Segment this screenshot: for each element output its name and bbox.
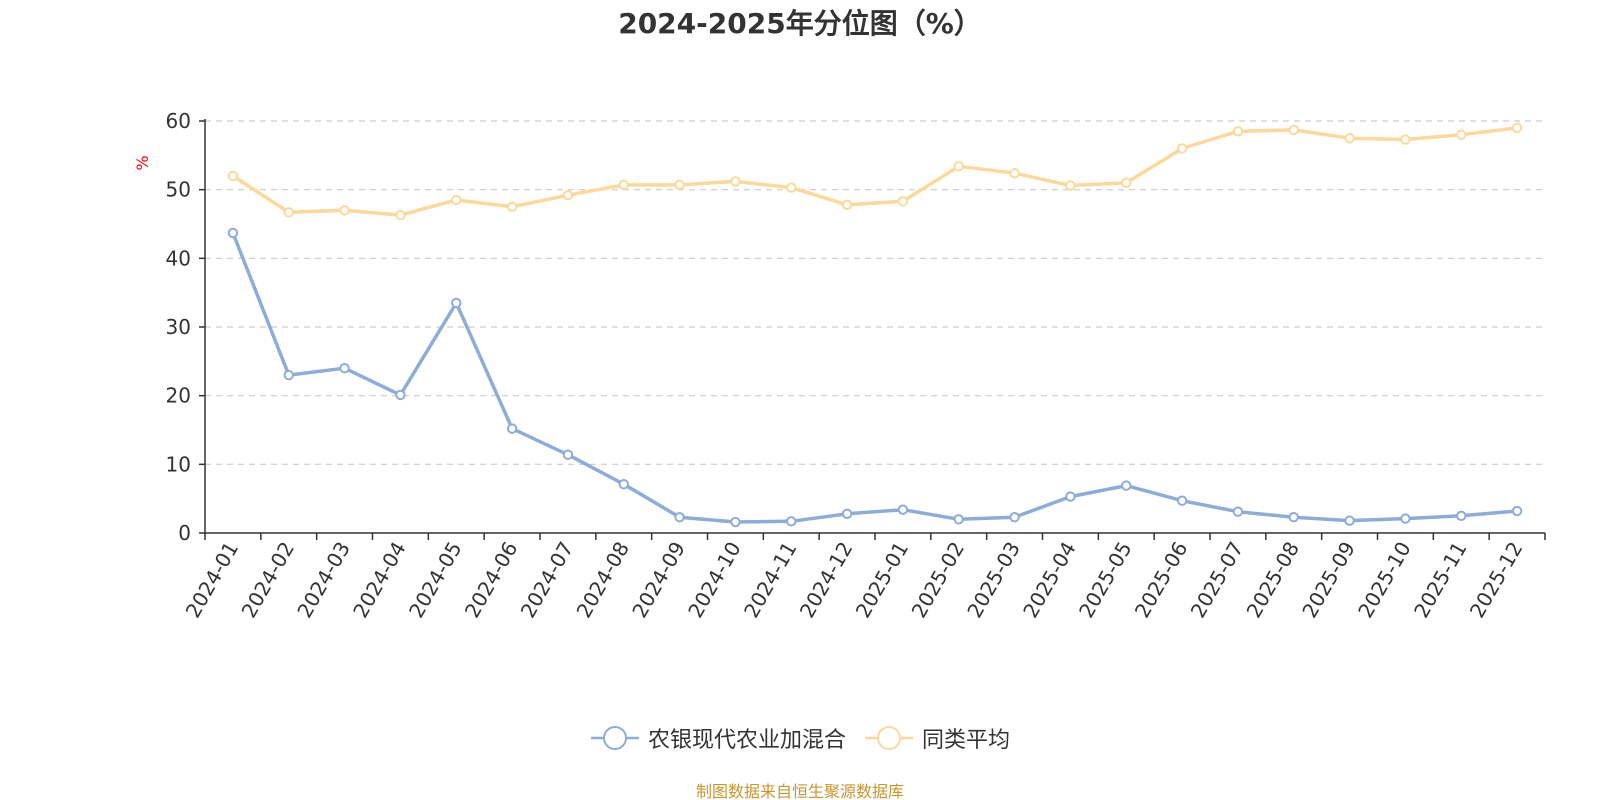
data-point-series-2 <box>730 176 741 187</box>
data-point-series-2 <box>953 161 964 172</box>
x-tick-label: 2024-10 <box>683 538 746 622</box>
data-point-series-2 <box>1176 143 1188 154</box>
data-point-series-2 <box>1232 126 1244 137</box>
legend-item-1[interactable]: 农银现代农业加混合 <box>590 722 846 754</box>
data-point-series-1 <box>227 227 239 239</box>
data-point-series-1 <box>674 512 685 523</box>
x-tick-label: 2024-02 <box>237 538 300 622</box>
y-tick-label: 30 <box>166 315 191 339</box>
data-point-series-2 <box>283 207 294 218</box>
grid-layer <box>205 120 1545 465</box>
data-point-series-1 <box>1288 512 1299 523</box>
data-point-series-1 <box>451 297 462 309</box>
data-point-series-2 <box>1400 134 1411 145</box>
x-tick-label: 2025-06 <box>1130 538 1193 622</box>
data-point-series-2 <box>897 196 909 207</box>
data-point-series-2 <box>227 170 239 182</box>
data-point-series-2 <box>506 201 518 213</box>
x-tick-label: 2025-05 <box>1074 538 1137 622</box>
data-point-series-2 <box>1511 122 1523 134</box>
data-point-series-2 <box>618 179 629 191</box>
legend-symbol-icon <box>865 726 913 750</box>
x-tick-label: 2024-01 <box>181 538 244 622</box>
data-point-series-1 <box>1344 515 1355 526</box>
data-point-series-1 <box>841 508 853 519</box>
y-tick-label: 10 <box>166 452 191 476</box>
data-point-series-1 <box>1121 480 1132 491</box>
data-point-series-1 <box>283 369 294 381</box>
x-tick-label: 2025-10 <box>1353 538 1416 622</box>
data-point-series-2 <box>1344 132 1355 144</box>
data-point-series-2 <box>786 182 797 193</box>
data-point-series-2 <box>395 209 406 221</box>
data-point-series-1 <box>339 363 350 374</box>
x-tick-label: 2024-08 <box>572 538 635 622</box>
y-tick-label: 0 <box>178 521 191 545</box>
x-tick-label: 2025-12 <box>1465 538 1528 622</box>
y-tick-label: 60 <box>166 109 191 133</box>
data-point-series-1 <box>506 423 518 434</box>
legend-symbol-icon <box>590 726 639 750</box>
data-point-series-2 <box>451 194 462 206</box>
x-tick-label: 2024-09 <box>627 538 690 622</box>
series-layer <box>227 122 1523 528</box>
data-point-series-1 <box>618 479 629 490</box>
legend-item-2[interactable]: 同类平均 <box>864 722 1010 754</box>
x-tick-label: 2024-04 <box>348 538 411 622</box>
data-point-series-1 <box>562 449 574 460</box>
x-tick-label: 2025-02 <box>907 538 970 622</box>
data-point-series-2 <box>674 179 685 191</box>
data-point-series-1 <box>786 516 797 527</box>
y-tick-label: 40 <box>166 246 191 270</box>
data-point-series-2 <box>1121 177 1132 189</box>
x-tick-label: 2025-03 <box>962 537 1025 621</box>
data-point-series-1 <box>953 514 964 525</box>
data-point-series-2 <box>1456 129 1467 140</box>
data-point-series-1 <box>897 504 909 515</box>
x-tick-label: 2025-11 <box>1409 538 1472 622</box>
legend-label: 农银现代农业加混合 <box>647 728 846 753</box>
data-point-series-1 <box>1065 491 1076 502</box>
data-point-series-1 <box>1456 510 1467 522</box>
data-point-series-1 <box>730 516 741 528</box>
x-tick-label: 2025-08 <box>1242 538 1305 622</box>
chart-title: 2024-2025年分位图（%） <box>618 7 982 40</box>
data-point-series-1 <box>1400 513 1411 524</box>
x-tick-label: 2024-05 <box>404 538 467 622</box>
source-note: 制图数据来自恒生聚源数据库 <box>695 782 904 800</box>
x-tick-label: 2024-07 <box>516 538 579 622</box>
legend-label: 同类平均 <box>922 728 1011 753</box>
data-point-series-2 <box>339 205 350 216</box>
data-point-series-2 <box>1065 180 1076 191</box>
data-point-series-1 <box>1176 495 1188 506</box>
series-line-2 <box>231 126 1519 217</box>
series-line-1 <box>231 231 1519 524</box>
data-point-series-1 <box>395 389 406 401</box>
x-tick-label: 2025-07 <box>1186 538 1249 622</box>
data-point-series-2 <box>562 189 574 201</box>
data-point-series-1 <box>1511 505 1523 517</box>
x-tick-label: 2024-03 <box>292 538 355 622</box>
y-tick-label: 20 <box>166 384 191 408</box>
data-point-series-1 <box>1232 506 1244 517</box>
data-point-series-2 <box>841 199 853 210</box>
data-point-series-1 <box>1009 512 1020 523</box>
data-point-series-2 <box>1288 124 1299 136</box>
x-tick-label: 2025-09 <box>1297 538 1360 622</box>
x-tick-label: 2025-04 <box>1018 538 1081 622</box>
y-tick-label: 50 <box>166 178 191 202</box>
legend: 农银现代农业加混合 同类平均 <box>0 722 1600 754</box>
x-tick-label: 2024-11 <box>739 538 802 622</box>
data-point-series-2 <box>1009 167 1020 179</box>
axis-layer: 01020304050602024-012024-022024-032024-0… <box>166 109 1546 622</box>
y-axis-unit-label: % <box>133 155 152 170</box>
x-tick-label: 2024-06 <box>460 538 523 622</box>
x-tick-label: 2025-01 <box>851 538 914 622</box>
x-tick-label: 2024-12 <box>795 538 858 622</box>
